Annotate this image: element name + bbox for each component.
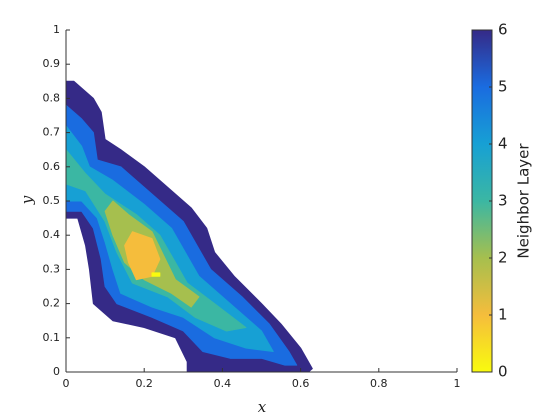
x-tick-label: 0 bbox=[63, 377, 70, 390]
contour-region bbox=[151, 272, 161, 277]
colorbar-tick-label: 4 bbox=[498, 135, 508, 153]
contour-region bbox=[124, 231, 161, 281]
colorbar-tick-label: 5 bbox=[498, 78, 508, 96]
y-tick-label: 0 bbox=[53, 365, 60, 378]
colorbar-tick-label: 0 bbox=[498, 363, 508, 381]
contour-region bbox=[65, 125, 274, 352]
y-tick-label: 0.5 bbox=[43, 194, 61, 207]
y-tick-label: 1 bbox=[53, 23, 60, 36]
x-tick-label: 0.2 bbox=[135, 377, 153, 390]
y-tick-label: 0.3 bbox=[43, 262, 61, 275]
y-tick-label: 0.7 bbox=[43, 126, 61, 139]
colorbar-tick-label: 3 bbox=[498, 192, 508, 210]
colorbar-tick-label: 1 bbox=[498, 306, 508, 324]
y-tick-label: 0.9 bbox=[43, 57, 61, 70]
colorbar-tick-label: 2 bbox=[498, 249, 508, 267]
x-axis-label: x bbox=[258, 398, 267, 416]
x-tick-label: 0.6 bbox=[292, 377, 310, 390]
y-axis-label: y bbox=[18, 195, 36, 205]
y-tick-label: 0.8 bbox=[43, 91, 61, 104]
y-tick-label: 0.1 bbox=[43, 331, 61, 344]
x-tick-label: 0.8 bbox=[370, 377, 388, 390]
x-tick-label: 1 bbox=[454, 377, 461, 390]
colorbar-label: Neighbor Layer bbox=[515, 143, 533, 259]
x-tick-label: 0.4 bbox=[214, 377, 232, 390]
y-tick-label: 0.6 bbox=[43, 160, 61, 173]
y-tick-label: 0.2 bbox=[43, 297, 61, 310]
colorbar-tick-label: 6 bbox=[498, 21, 508, 39]
contour-region bbox=[65, 104, 298, 366]
y-tick-label: 0.4 bbox=[43, 228, 61, 241]
